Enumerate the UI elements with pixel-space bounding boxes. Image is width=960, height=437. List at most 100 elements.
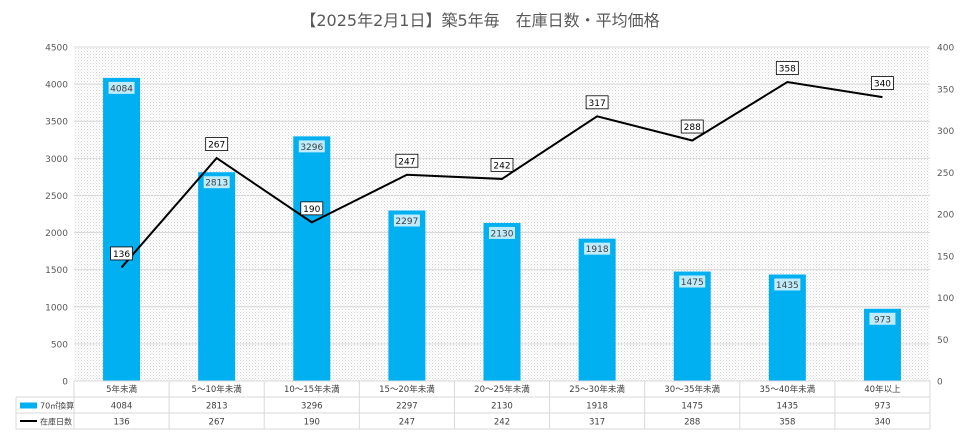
line-label-box (395, 153, 419, 168)
left-tick-label: 2500 (45, 192, 68, 202)
left-tick-label: 0 (62, 378, 68, 388)
bar-label-box (584, 242, 611, 255)
right-tick-label: 150 (937, 252, 954, 262)
line-data-label: 340 (874, 80, 891, 90)
bar-data-label: 4084 (110, 84, 133, 94)
table-cell-line: 358 (779, 418, 795, 428)
bar-data-label: 2297 (395, 217, 418, 227)
table-cell-line: 247 (399, 418, 415, 428)
left-tick-label: 500 (51, 340, 68, 350)
left-tick-label: 4000 (45, 81, 68, 91)
line-data-label: 242 (493, 161, 510, 171)
bar-label-box (869, 312, 896, 325)
bar-data-label: 1918 (586, 245, 609, 255)
right-tick-label: 300 (937, 127, 954, 137)
right-tick-label: 200 (937, 211, 954, 221)
bar-label-box (489, 226, 515, 239)
bar (198, 172, 236, 381)
table-cell-bar: 3296 (301, 402, 323, 412)
table-cell-bar: 1435 (777, 402, 799, 412)
bar-data-label: 1475 (681, 278, 704, 288)
x-category-label: 25～30年未満 (569, 384, 625, 395)
bar (768, 274, 806, 381)
bar (293, 136, 331, 381)
legend-label-line: 在庫日数 (40, 417, 72, 427)
left-tick-label: 4500 (45, 44, 68, 54)
table-cell-line: 136 (113, 418, 129, 428)
bar-label-box (393, 214, 420, 227)
bar-data-label: 3296 (300, 143, 323, 153)
bar-label-box (298, 140, 325, 153)
legend-key-bar (20, 402, 37, 409)
table-cell-bar: 2130 (491, 402, 513, 412)
line-data-label: 358 (779, 65, 796, 75)
left-tick-label: 2000 (45, 229, 68, 239)
left-tick-label: 3000 (45, 155, 68, 165)
table-cell-bar: 2813 (206, 402, 228, 412)
x-category-label: 30～35年未満 (664, 384, 720, 395)
bar-data-label: 2813 (205, 179, 228, 189)
line-path (120, 81, 883, 269)
chart-title: 【2025年2月1日】築5年毎 在庫日数・平均価格 (300, 11, 659, 30)
left-tick-label: 1000 (45, 303, 68, 313)
x-category-label: 5年未満 (106, 384, 137, 395)
data-table: 5年未満 5～10年未満 10～15年未満 15～20年未満 20～25年未満 25～30… (15, 380, 931, 430)
table-cell-line: 242 (494, 418, 510, 428)
table-cell-line: 267 (209, 418, 225, 428)
line-label-box (680, 119, 704, 134)
bar-data-label: 2130 (491, 229, 514, 239)
right-axis: 0 50 100 150 200 250 300 350 400 (937, 44, 954, 388)
legend-label-bar: 70㎡換算 (40, 401, 74, 411)
bar (483, 222, 521, 381)
line-label-box (775, 61, 799, 75)
bar-label-box (679, 275, 706, 288)
line-label-box (300, 201, 324, 216)
left-tick-label: 1500 (45, 266, 68, 276)
bar-label-box (774, 278, 801, 291)
bar-data-label: 973 (874, 315, 891, 325)
left-tick-label: 3500 (45, 118, 68, 128)
line-data-label: 267 (208, 141, 225, 151)
bar (103, 77, 141, 382)
right-tick-label: 400 (937, 44, 954, 54)
line-label-box (110, 246, 133, 261)
line-label-box (490, 158, 514, 172)
table-cell-bar: 973 (874, 402, 890, 412)
bar-label-box (203, 176, 230, 189)
left-axis: 0 500 1000 1500 2000 2500 3000 3500 4000 4500 (45, 44, 68, 388)
table-cell-line: 317 (589, 418, 605, 428)
line-series: 136 267 190 247 242 317 288 358 340 (110, 61, 894, 269)
right-tick-label: 0 (937, 378, 943, 388)
right-tick-label: 50 (937, 336, 949, 346)
table-cell-line: 190 (304, 418, 320, 428)
right-tick-label: 350 (937, 85, 954, 95)
table-cell-bar: 1918 (586, 402, 608, 412)
table-cell-line: 288 (684, 418, 700, 428)
table-cell-bar: 1475 (681, 402, 703, 412)
x-category-label: 20～25年未満 (474, 384, 530, 395)
right-tick-label: 100 (937, 294, 954, 304)
bar-series: 4084 2813 3296 2297 2130 1918 1475 1435 973 (103, 77, 901, 382)
line-data-label: 317 (589, 99, 606, 109)
bar-label-box (108, 81, 135, 94)
bar-data-label: 1435 (776, 281, 799, 291)
line-label-box (871, 76, 894, 90)
table-cell-bar: 2297 (396, 402, 418, 412)
right-tick-label: 250 (937, 169, 954, 179)
x-category-label: 15～20年未満 (379, 384, 435, 395)
bar (673, 271, 711, 381)
bar (388, 210, 426, 381)
table-cell-bar: 4084 (111, 402, 133, 412)
x-category-label: 40年以上 (864, 384, 901, 395)
x-category-label: 10～15年未満 (284, 384, 340, 395)
line-label-box (585, 95, 609, 110)
line-data-label: 136 (113, 250, 130, 260)
line-data-label: 288 (684, 123, 701, 133)
table-cell-line: 340 (874, 418, 890, 428)
line-data-label: 190 (303, 205, 320, 215)
x-category-label: 5～10年未満 (192, 384, 243, 395)
bar (578, 238, 616, 381)
line-data-label: 247 (398, 157, 415, 167)
